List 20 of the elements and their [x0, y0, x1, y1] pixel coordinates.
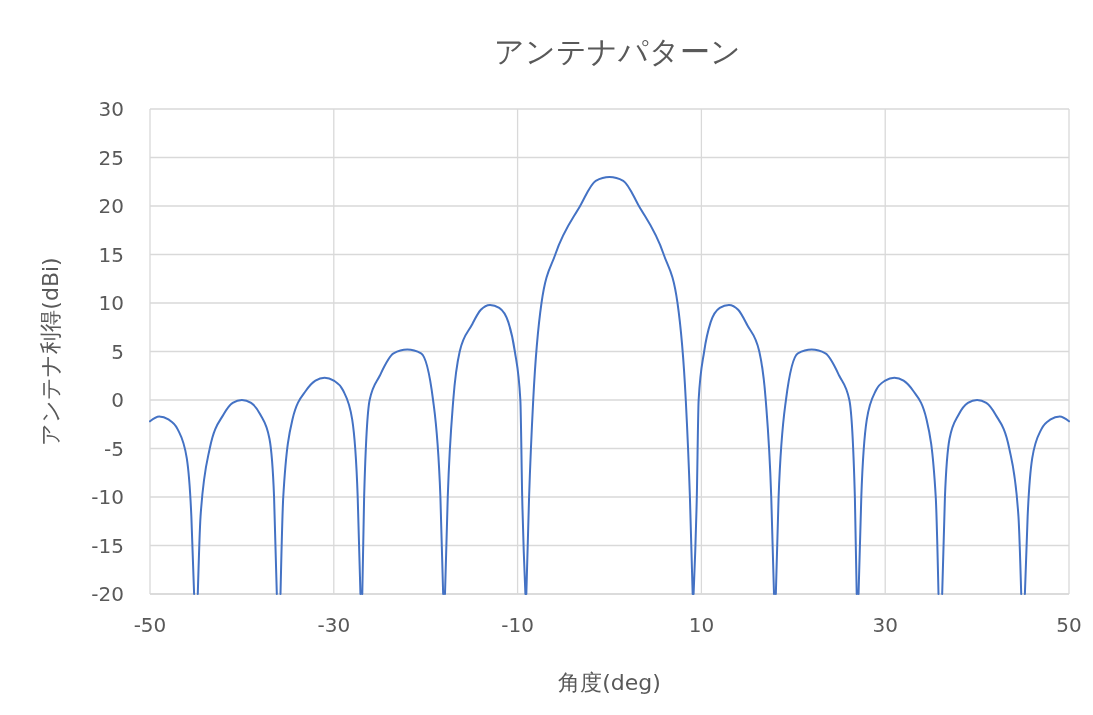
y-tick-label: -20 — [91, 582, 124, 606]
x-tick-label: 10 — [688, 613, 715, 637]
x-tick-label: -30 — [317, 613, 351, 637]
chart-title: アンテナパターン — [494, 34, 741, 69]
y-tick-label: -5 — [104, 436, 124, 461]
y-axis-title: アンテナ利得(dBi) — [38, 257, 63, 446]
y-tick-label: 10 — [98, 291, 124, 315]
y-tick-label: 15 — [98, 242, 124, 267]
y-tick-label: 25 — [98, 145, 124, 170]
x-tick-label: -50 — [133, 613, 167, 637]
y-tick-label: 0 — [111, 388, 124, 412]
x-tick-label: 30 — [872, 613, 898, 637]
x-tick-label: 50 — [1056, 613, 1082, 637]
y-tick-label: 5 — [111, 339, 124, 364]
x-axis-title: 角度(deg) — [558, 670, 661, 695]
y-tick-label: 20 — [98, 194, 124, 218]
y-tick-label: -10 — [91, 485, 124, 509]
y-tick-label: 30 — [98, 97, 124, 121]
x-tick-label: -10 — [501, 613, 534, 637]
y-tick-label: -15 — [91, 533, 124, 558]
